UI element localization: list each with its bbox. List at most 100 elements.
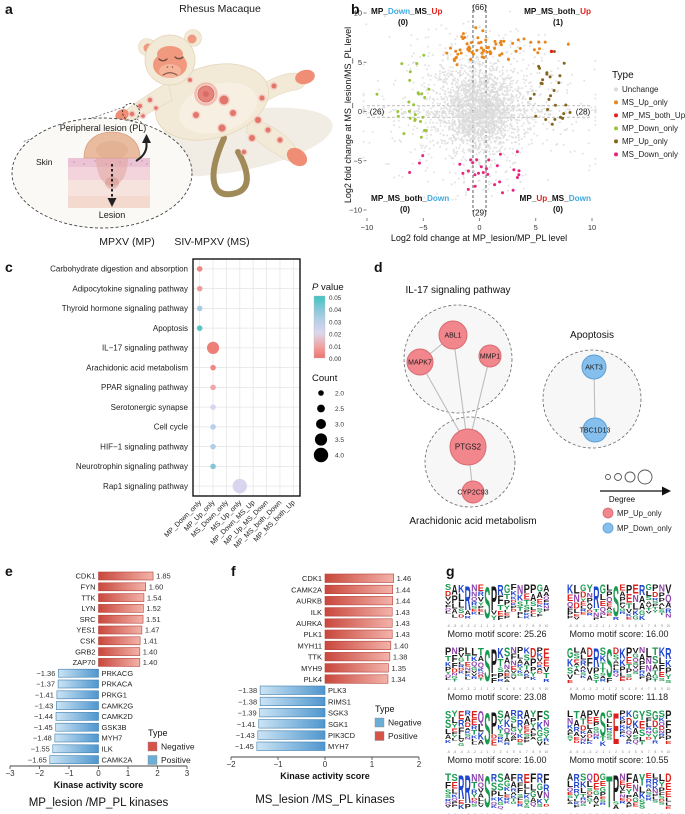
svg-text:S: S	[530, 602, 536, 608]
svg-text:V: V	[537, 790, 544, 801]
svg-text:S: S	[600, 799, 608, 803]
svg-text:Q: Q	[633, 740, 640, 746]
svg-text:D: D	[652, 590, 658, 599]
motif-logo: SSLAK-6YLYEFYL-5ERFLVG-4RADAKSN-3EERTKLL…	[445, 703, 551, 754]
svg-text:E: E	[665, 805, 672, 810]
svg-text:S: S	[497, 771, 503, 785]
svg-text:T: T	[652, 606, 661, 610]
svg-text:R: R	[652, 740, 659, 745]
svg-text:D: D	[580, 724, 587, 733]
svg-text:MYH7: MYH7	[102, 734, 123, 743]
svg-text:L: L	[606, 718, 612, 725]
svg-text:MAPK7: MAPK7	[408, 360, 432, 367]
svg-text:R: R	[517, 773, 523, 785]
svg-text:S: S	[445, 788, 451, 797]
svg-text:E: E	[452, 780, 458, 790]
svg-text:5: 5	[635, 750, 637, 754]
svg-text:K: K	[471, 612, 479, 616]
svg-text:T: T	[580, 793, 587, 798]
svg-text:G: G	[471, 666, 478, 671]
svg-text:D: D	[587, 734, 594, 739]
svg-text:K: K	[574, 802, 582, 806]
svg-text:−1: −1	[273, 760, 283, 769]
svg-text:T: T	[639, 741, 646, 746]
svg-text:Rap1 signaling pathway: Rap1 signaling pathway	[103, 482, 188, 491]
svg-text:D: D	[445, 589, 452, 598]
svg-text:Y: Y	[452, 708, 459, 718]
svg-text:T: T	[543, 673, 550, 680]
svg-text:A: A	[587, 673, 594, 682]
svg-text:MP_Down_only: MP_Down_only	[617, 524, 672, 533]
svg-text:Unchange: Unchange	[622, 85, 659, 94]
svg-text:V: V	[593, 800, 601, 805]
svg-text:L: L	[543, 742, 549, 746]
svg-text:E: E	[626, 656, 632, 666]
svg-text:SRC: SRC	[80, 615, 96, 624]
svg-text:P: P	[587, 597, 593, 604]
svg-text:T: T	[600, 737, 607, 743]
svg-text:A: A	[633, 771, 639, 786]
svg-text:K: K	[445, 739, 453, 744]
svg-text:E: E	[659, 672, 666, 679]
svg-text:N: N	[478, 773, 484, 785]
svg-text:R: R	[458, 664, 466, 668]
svg-text:3: 3	[185, 769, 190, 778]
svg-text:R: R	[593, 736, 601, 740]
svg-text:P: P	[652, 794, 660, 798]
svg-text:Q: Q	[491, 801, 498, 807]
svg-text:K: K	[537, 603, 543, 608]
svg-text:L: L	[458, 661, 466, 665]
svg-text:G: G	[593, 730, 600, 734]
svg-text:T: T	[524, 600, 531, 607]
svg-text:Apoptosis: Apoptosis	[153, 324, 188, 333]
svg-text:Q: Q	[606, 595, 613, 604]
svg-text:K: K	[465, 673, 473, 677]
svg-text:Y: Y	[517, 727, 523, 736]
svg-text:P: P	[524, 676, 532, 680]
svg-text:R: R	[504, 741, 510, 746]
svg-text:F: F	[567, 732, 573, 736]
svg-text:K: K	[567, 583, 574, 597]
svg-text:L: L	[465, 676, 471, 680]
svg-text:(0): (0)	[398, 18, 408, 27]
svg-text:Y: Y	[452, 734, 460, 738]
svg-text:TTK: TTK	[308, 653, 322, 662]
svg-text:Y: Y	[497, 717, 503, 726]
svg-text:9: 9	[539, 624, 541, 628]
svg-text:-2: -2	[473, 624, 476, 628]
svg-text:L: L	[478, 722, 485, 734]
svg-text:RIMS1: RIMS1	[328, 697, 351, 706]
svg-text:K: K	[537, 720, 543, 732]
svg-text:L: L	[478, 611, 484, 615]
svg-text:E: E	[471, 718, 478, 727]
motif-score: Momo motif score: 11.18	[570, 692, 668, 702]
svg-text:F: F	[511, 653, 517, 662]
svg-text:V: V	[574, 616, 582, 620]
svg-text:P: P	[491, 643, 497, 681]
svg-text:P: P	[537, 646, 543, 655]
svg-text:K: K	[452, 794, 459, 799]
svg-text:K: K	[580, 675, 588, 679]
svg-text:2: 2	[417, 760, 422, 769]
svg-text:K: K	[537, 798, 544, 805]
svg-text:P: P	[452, 594, 458, 606]
svg-text:V: V	[626, 609, 633, 615]
svg-text:Y: Y	[530, 722, 537, 729]
svg-text:P: P	[619, 721, 626, 727]
svg-text:K: K	[626, 708, 632, 719]
svg-text:N: N	[619, 772, 625, 782]
motif-logo: GKSVE-6LSEATAL-5ALRAKSK-4DFVA-3RPST-2SKT…	[567, 642, 672, 691]
svg-text:R: R	[574, 780, 580, 790]
y-axis-title: Log2 fold change at MS_lesion/MS_PL leve…	[343, 27, 353, 203]
svg-text:T: T	[600, 669, 608, 675]
svg-text:L: L	[659, 773, 665, 784]
svg-text:A: A	[504, 710, 510, 722]
svg-text:N: N	[465, 666, 471, 671]
svg-text:A: A	[517, 659, 524, 665]
svg-text:4: 4	[506, 687, 508, 691]
svg-text:R: R	[517, 804, 525, 808]
svg-text:L: L	[524, 783, 531, 791]
svg-text:Y: Y	[574, 794, 580, 800]
svg-text:7: 7	[526, 687, 528, 691]
svg-text:(26): (26)	[370, 108, 385, 117]
